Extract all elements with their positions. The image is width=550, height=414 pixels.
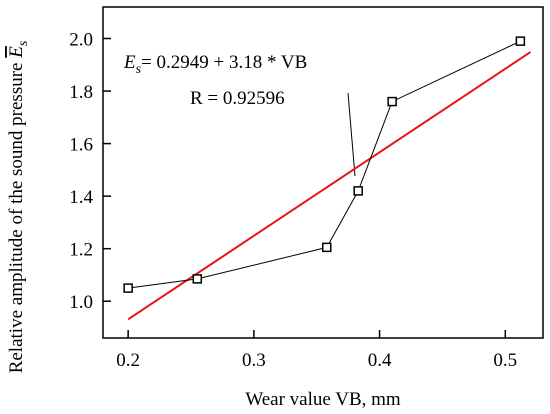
fit-equation: Es= 0.2949 + 3.18 * VB: [123, 52, 307, 77]
data-point: [515, 36, 526, 46]
equation-symbol: E: [123, 52, 136, 73]
x-tick-label: 0.4: [368, 350, 392, 371]
x-axis-label: Wear value VB, mm: [245, 389, 401, 410]
x-axis-ticks: 0.2 0.3 0.4 0.5: [116, 330, 517, 371]
y-axis-label-text: Relative amplitude of the sound pressure: [6, 63, 27, 374]
data-point: [322, 242, 332, 253]
y-tick-label: 1.0: [69, 292, 93, 313]
x-tick-label: 0.2: [116, 350, 140, 371]
y-tick-label: 1.6: [69, 135, 93, 156]
y-tick-label: 1.2: [69, 240, 93, 261]
data-point: [387, 96, 397, 107]
data-point: [192, 274, 203, 284]
series-line: [128, 40, 521, 289]
fit-line: [127, 51, 531, 321]
fit-layer: [127, 51, 531, 321]
y-axis-ticks: 1.0 1.2 1.4 1.6 1.8 2.0: [69, 30, 111, 313]
y-tick-label: 1.8: [69, 82, 93, 103]
series-layer: [123, 36, 526, 293]
equation-symbol-sub: s: [136, 62, 142, 77]
fit-r-value: R = 0.92596: [190, 88, 285, 109]
data-point: [123, 283, 133, 293]
y-axis-label-symbol: E: [6, 46, 27, 59]
x-tick-label: 0.3: [242, 350, 266, 371]
x-tick-label: 0.5: [493, 350, 517, 371]
y-tick-label: 1.4: [69, 187, 93, 208]
annotation-pointer: [347, 92, 356, 177]
y-axis-label: Relative amplitude of the sound pressure…: [6, 40, 31, 373]
data-point: [353, 186, 363, 196]
y-axis-label-symbol-sub: s: [16, 40, 31, 46]
plot-frame: [102, 6, 544, 339]
equation-rest: = 0.2949 + 3.18 * VB: [141, 52, 307, 73]
y-tick-label: 2.0: [69, 30, 93, 51]
